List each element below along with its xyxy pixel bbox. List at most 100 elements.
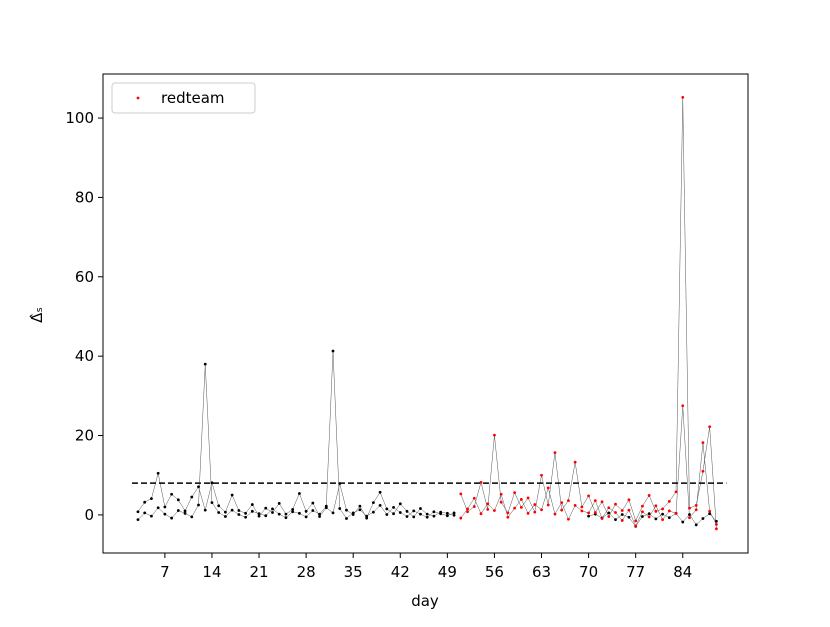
data-point	[371, 501, 375, 504]
data-point	[560, 501, 564, 504]
data-point	[600, 517, 604, 520]
data-point	[701, 441, 705, 445]
data-point	[297, 492, 301, 495]
data-point	[331, 349, 335, 353]
x-tick-label: 42	[391, 563, 410, 581]
y-tick-label: 20	[75, 427, 94, 445]
x-tick-label: 28	[297, 563, 316, 581]
data-point	[647, 515, 651, 519]
data-point	[714, 527, 718, 531]
data-point	[190, 515, 194, 519]
data-point	[654, 509, 658, 513]
data-point	[708, 425, 712, 429]
data-point	[250, 509, 254, 513]
data-point	[661, 507, 664, 511]
data-point	[486, 502, 490, 506]
data-point	[365, 516, 369, 520]
data-point	[392, 505, 395, 509]
data-point	[708, 509, 712, 513]
data-point	[600, 500, 604, 504]
y-tick-label: 80	[75, 188, 94, 206]
y-tick-label: 40	[75, 347, 94, 365]
y-tick-label: 60	[75, 268, 94, 286]
data-point	[345, 508, 348, 512]
data-point	[284, 516, 288, 520]
data-point	[506, 511, 510, 515]
data-point	[526, 496, 530, 500]
data-point	[607, 506, 611, 510]
data-point	[405, 509, 409, 513]
data-point	[479, 480, 483, 484]
data-point	[466, 510, 469, 514]
data-point	[614, 502, 617, 506]
data-point	[392, 512, 395, 516]
data-point	[647, 494, 651, 497]
data-point	[324, 506, 328, 510]
data-point	[257, 512, 261, 516]
legend-marker	[136, 96, 140, 100]
data-point	[271, 511, 274, 514]
data-point	[217, 504, 221, 508]
data-point	[412, 509, 416, 513]
data-point	[472, 496, 476, 500]
data-point	[546, 486, 550, 490]
data-point	[459, 492, 463, 496]
data-point	[318, 515, 321, 518]
x-axis-label: day	[411, 592, 439, 610]
data-point	[546, 503, 550, 507]
data-point	[365, 514, 369, 518]
data-point	[641, 510, 644, 514]
data-point	[190, 495, 194, 499]
data-point	[587, 514, 590, 518]
data-point	[519, 498, 523, 501]
data-point	[257, 514, 261, 518]
data-point	[688, 516, 691, 520]
data-point	[311, 501, 315, 505]
data-point	[694, 508, 698, 512]
data-point	[264, 506, 268, 510]
data-point	[714, 523, 718, 526]
data-point	[445, 514, 449, 518]
data-point	[573, 503, 577, 507]
data-point	[210, 481, 214, 485]
data-point	[385, 513, 389, 516]
x-tick-label: 35	[344, 563, 363, 581]
data-point	[486, 507, 490, 511]
data-point	[593, 511, 597, 514]
data-point	[667, 509, 671, 513]
data-point	[291, 510, 295, 514]
x-tick-label: 77	[626, 563, 645, 581]
data-point	[553, 512, 557, 516]
data-point	[230, 508, 234, 512]
data-point	[136, 510, 140, 514]
data-point	[291, 507, 295, 511]
data-point	[445, 511, 449, 515]
data-point	[277, 501, 281, 505]
data-point	[553, 451, 557, 454]
data-point	[681, 96, 685, 99]
data-point	[237, 513, 241, 516]
data-point	[217, 511, 221, 514]
data-point	[661, 512, 664, 516]
data-point	[338, 507, 342, 510]
data-point	[459, 516, 463, 520]
data-point	[688, 513, 691, 516]
data-point	[150, 497, 153, 501]
data-point	[674, 511, 678, 515]
data-point	[587, 494, 590, 498]
data-point	[634, 524, 638, 528]
data-point	[197, 503, 200, 507]
data-point	[405, 515, 409, 518]
data-point	[425, 515, 429, 519]
data-point	[425, 512, 429, 516]
data-point	[136, 518, 140, 522]
data-point	[371, 510, 375, 514]
legend-label: redteam	[161, 89, 225, 107]
data-point	[412, 515, 416, 519]
x-tick-label: 7	[160, 563, 170, 581]
x-tick-label: 56	[485, 563, 504, 581]
data-point	[143, 511, 147, 515]
data-point	[143, 500, 147, 504]
y-tick-label: 100	[65, 109, 94, 127]
